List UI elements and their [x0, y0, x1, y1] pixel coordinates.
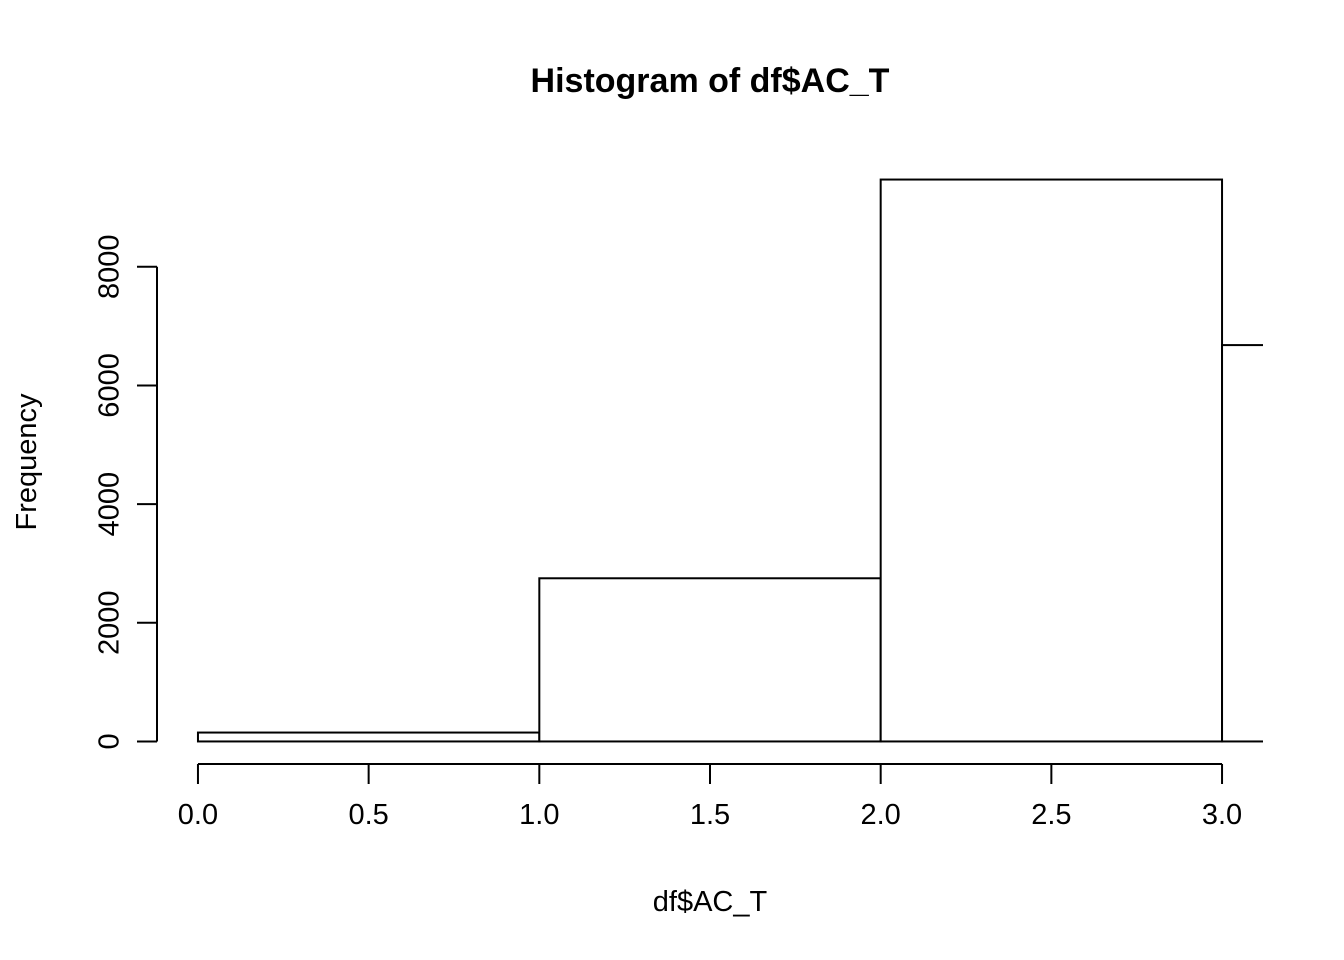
x-tick-label: 1.5 [690, 799, 730, 831]
y-axis-label: Frequency [11, 393, 43, 531]
y-tick-label: 0 [94, 733, 126, 749]
x-tick-label: 0.0 [178, 799, 218, 831]
x-tick-label: 2.0 [861, 799, 901, 831]
y-tick-label: 8000 [94, 235, 126, 300]
y-tick-label: 2000 [94, 591, 126, 656]
y-tick-label: 4000 [94, 472, 126, 537]
bar [538, 577, 882, 743]
x-tick-label: 3.0 [1202, 799, 1242, 831]
bars [196, 178, 1263, 743]
x-tick-label: 2.5 [1031, 799, 1071, 831]
bar [196, 731, 541, 743]
x-tick-label: 1.0 [519, 799, 559, 831]
x-tick-label: 0.5 [348, 799, 388, 831]
y-tick-label: 6000 [94, 353, 126, 418]
x-axis-label: df$AC_T [653, 886, 768, 918]
bar [879, 178, 1224, 743]
chart-title: Histogram of df$AC_T [531, 62, 890, 100]
bar [1221, 344, 1263, 743]
